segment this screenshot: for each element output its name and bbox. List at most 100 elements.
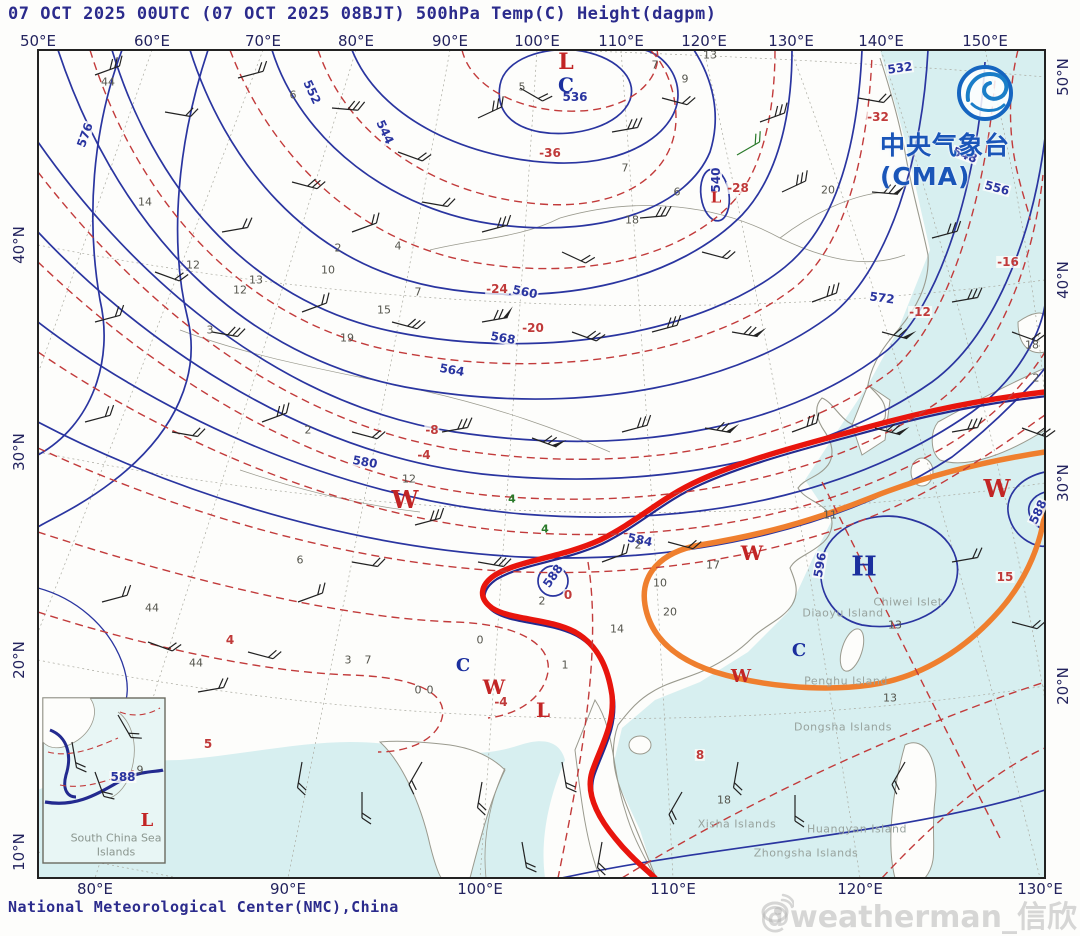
- land-hokkaido: [1017, 312, 1045, 354]
- island-label: Dongsha Islands: [793, 720, 893, 734]
- station-value: 2: [538, 594, 546, 608]
- station-value: 18: [1025, 338, 1039, 352]
- wind-barb: [704, 421, 740, 434]
- island-label: Xisha Islands: [697, 817, 777, 831]
- pressure-center-W: W: [983, 474, 1011, 503]
- station-value: 44: [101, 75, 115, 89]
- station-value: 9: [681, 72, 689, 86]
- wind-barb: [477, 556, 512, 568]
- station-value: 2: [334, 241, 342, 255]
- land-india-tip: [378, 740, 506, 878]
- temp-label-5: 5: [202, 737, 214, 751]
- station-value: 44: [189, 656, 203, 670]
- axis-tick-140°E: 140°E: [858, 32, 904, 50]
- pressure-center-C: C: [558, 73, 574, 97]
- station-value: 3: [206, 323, 214, 337]
- wind-barb: [521, 841, 537, 873]
- wind-barb: [476, 781, 487, 816]
- height-label-536: 536: [561, 90, 589, 104]
- wind-barb: [397, 151, 432, 162]
- wind-barb: [261, 402, 290, 423]
- temp-label--4: -4: [493, 695, 509, 709]
- station-value: 2: [304, 423, 312, 437]
- wind-barb: [391, 318, 426, 330]
- credit-text: National Meteorological Center(NMC),Chin…: [8, 898, 399, 916]
- wind-barb: [291, 178, 326, 190]
- axis-tick-150°E: 150°E: [962, 32, 1008, 50]
- temp-label-8: 8: [694, 748, 706, 762]
- axis-tick-40°N: 40°N: [10, 226, 28, 264]
- station-value: 10: [653, 576, 667, 590]
- wind-barb: [1011, 331, 1046, 342]
- station-value: 13: [888, 618, 902, 632]
- height-label-572: 572: [867, 289, 897, 307]
- land-korea: [851, 384, 891, 456]
- station-value: 6: [289, 88, 297, 102]
- station-value: 13: [249, 273, 263, 287]
- station-value: 7: [651, 58, 659, 72]
- station-value: 12: [233, 283, 247, 297]
- station-value: 3: [344, 653, 352, 667]
- station-value: 19: [340, 331, 354, 345]
- wind-barb: [441, 417, 473, 433]
- wind-barb: [668, 791, 683, 825]
- height-label-532: 532: [885, 59, 915, 77]
- chart-title: 07 OCT 2025 00UTC (07 OCT 2025 08BJT) 50…: [8, 4, 717, 24]
- station-value: 0: [414, 683, 422, 697]
- station-value: 17: [706, 558, 720, 572]
- station-value: 7: [364, 653, 372, 667]
- map-frame: [37, 49, 1046, 879]
- wind-barb: [71, 741, 87, 773]
- axis-tick-80°E: 80°E: [76, 880, 114, 898]
- pressure-center-H: H: [851, 551, 877, 583]
- station-value: 0: [476, 633, 484, 647]
- station-value: 44: [145, 601, 159, 615]
- axis-tick-70°E: 70°E: [244, 32, 282, 50]
- cma-logo-icon: [957, 65, 1013, 121]
- wind-barb: [661, 95, 696, 106]
- wind-barb: [84, 404, 115, 423]
- height-label-588: 588: [109, 770, 137, 784]
- temp-label--12: -12: [908, 305, 932, 319]
- axis-tick-50°E: 50°E: [19, 32, 57, 50]
- wind-barb: [361, 792, 372, 825]
- wind-barb: [736, 131, 761, 156]
- island-label: Penghu Island: [804, 674, 888, 688]
- pressure-center-C: C: [455, 655, 471, 676]
- axis-tick-130°E: 130°E: [768, 32, 814, 50]
- station-value: 6: [296, 553, 304, 567]
- axis-tick-40°N: 40°N: [1054, 261, 1072, 299]
- wind-barb: [519, 87, 553, 102]
- station-value: 6: [673, 185, 681, 199]
- wind-barb: [154, 271, 189, 282]
- station-value: 2: [1032, 371, 1040, 385]
- wind-barbs-layer: [71, 55, 1056, 876]
- wind-barb: [891, 761, 906, 795]
- island-label: Zhongsha Islands: [753, 846, 859, 860]
- station-value: 2: [634, 538, 642, 552]
- axis-tick-10°N: 10°N: [10, 833, 28, 871]
- land-philippines: [890, 742, 937, 878]
- station-value: 12: [402, 472, 416, 486]
- temp-label--20: -20: [521, 321, 545, 335]
- watermark-text: @weatherman_信欣: [760, 900, 1078, 935]
- wind-barb: [147, 641, 182, 652]
- temp-label-0: 0: [562, 588, 574, 602]
- wind-barb: [561, 251, 596, 264]
- station-value: 18: [625, 213, 639, 227]
- temp-label--24: -24: [485, 282, 509, 296]
- axis-tick-120°E: 120°E: [681, 32, 727, 50]
- axis-tick-100°E: 100°E: [457, 880, 503, 898]
- wind-barb: [731, 325, 767, 338]
- wind-barb: [197, 677, 229, 693]
- station-value: 5: [518, 80, 526, 94]
- island-label: Chiwei Islet: [873, 595, 943, 609]
- wind-barb: [571, 330, 606, 342]
- wind-barb: [651, 314, 682, 333]
- pressure-center-C: C: [791, 640, 807, 661]
- wind-barb: [117, 714, 142, 739]
- green-value: 4: [541, 522, 549, 536]
- inset-map: [42, 697, 166, 864]
- wind-barb: [611, 117, 643, 133]
